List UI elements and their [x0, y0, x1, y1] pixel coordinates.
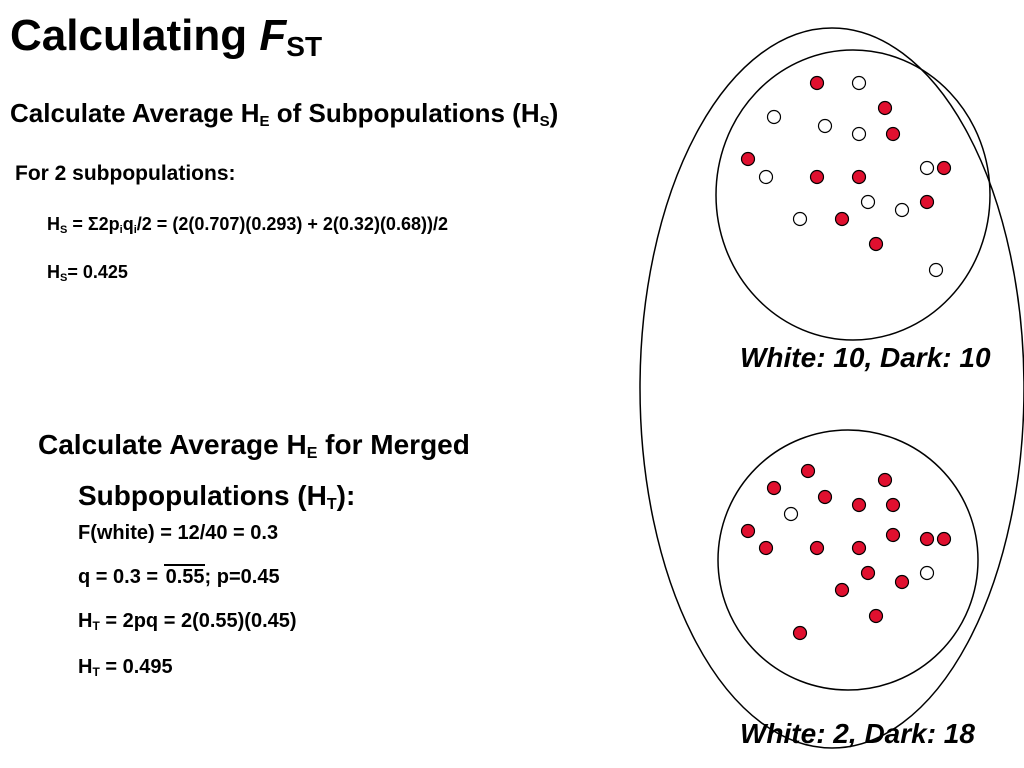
white-individual-dot: [758, 169, 774, 185]
dark-individual-dot: [851, 497, 867, 513]
white-individual-dot: [792, 211, 808, 227]
f-white-line: F(white) = 12/40 = 0.3: [78, 522, 279, 544]
dark-individual-dot: [809, 540, 825, 556]
dark-individual-dot: [919, 531, 935, 547]
dark-individual-dot: [877, 100, 893, 116]
white-individual-dot: [919, 565, 935, 581]
dark-individual-dot: [851, 540, 867, 556]
dark-individual-dot: [936, 531, 952, 547]
ht-result: HT = 0.495: [78, 656, 173, 679]
hs-formula: HS = Σ2piqi/2 = (2(0.707)(0.293) + 2(0.3…: [47, 214, 448, 236]
dark-individual-dot: [885, 527, 901, 543]
subpopulation-top-circle: [715, 49, 991, 341]
dark-individual-dot: [936, 160, 952, 176]
section1-heading: Calculate Average HE of Subpopulations (…: [10, 98, 559, 130]
white-individual-dot: [894, 202, 910, 218]
subpopulation-bottom-circle: [717, 429, 979, 691]
bottom-population-caption: White: 2, Dark: 18: [740, 718, 975, 749]
white-individual-dot: [928, 262, 944, 278]
dark-individual-dot: [877, 472, 893, 488]
dark-individual-dot: [740, 523, 756, 539]
white-individual-dot: [766, 109, 782, 125]
white-individual-dot: [851, 126, 867, 142]
dark-individual-dot: [860, 565, 876, 581]
dark-individual-dot: [834, 582, 850, 598]
subpopulations-label: For 2 subpopulations:: [15, 162, 236, 185]
dark-individual-dot: [834, 211, 850, 227]
top-dots: [740, 75, 952, 278]
dark-individual-dot: [809, 75, 825, 91]
dark-individual-dot: [894, 574, 910, 590]
white-individual-dot: [817, 118, 833, 134]
dark-individual-dot: [851, 169, 867, 185]
ht-formula: HT = 2pq = 2(0.55)(0.45): [78, 610, 297, 633]
dark-individual-dot: [868, 236, 884, 252]
dark-individual-dot: [766, 480, 782, 496]
dark-individual-dot: [740, 151, 756, 167]
merged-population-oval: [639, 27, 1024, 749]
dark-individual-dot: [919, 194, 935, 210]
dark-individual-dot: [792, 625, 808, 641]
dark-individual-dot: [885, 126, 901, 142]
page-title: Calculating FST: [10, 11, 323, 62]
bottom-dots: [740, 463, 952, 641]
q-line: q = 0.3 = 0.55; p=0.45: [78, 564, 280, 588]
hs-result: HS= 0.425: [47, 262, 128, 284]
dark-individual-dot: [885, 497, 901, 513]
white-individual-dot: [851, 75, 867, 91]
dark-individual-dot: [868, 608, 884, 624]
top-population-caption: White: 10, Dark: 10: [740, 342, 991, 373]
dark-individual-dot: [817, 489, 833, 505]
white-individual-dot: [783, 506, 799, 522]
white-individual-dot: [919, 160, 935, 176]
dark-individual-dot: [809, 169, 825, 185]
sqrt-symbol: 0.55: [163, 564, 205, 588]
white-individual-dot: [860, 194, 876, 210]
section2-heading: Calculate Average HE for Merged Subpopul…: [38, 429, 470, 513]
dark-individual-dot: [758, 540, 774, 556]
dark-individual-dot: [800, 463, 816, 479]
